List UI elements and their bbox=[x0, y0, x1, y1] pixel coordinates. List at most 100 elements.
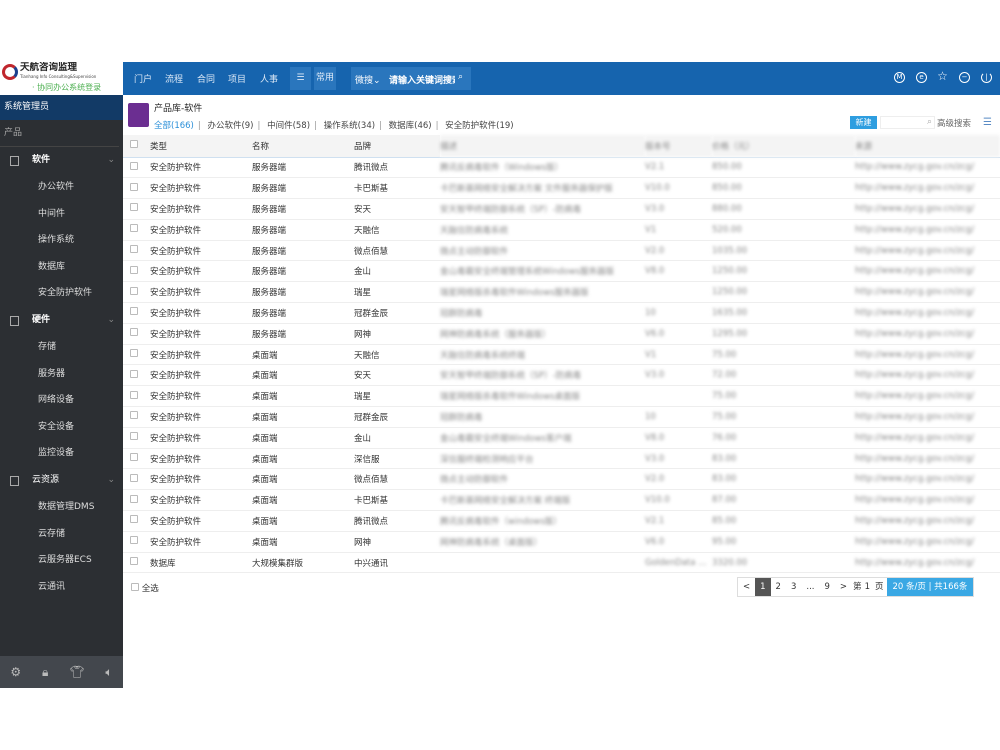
page-2[interactable]: 2 bbox=[775, 582, 781, 592]
nav-hr[interactable]: 人事 bbox=[260, 75, 279, 85]
sidebar-group-cloud[interactable]: 云资源 ⌄ bbox=[0, 467, 123, 494]
row-checkbox[interactable] bbox=[130, 390, 138, 399]
sidebar-item[interactable]: 中间件 bbox=[38, 208, 66, 219]
row-checkbox[interactable] bbox=[130, 536, 138, 545]
search-icon[interactable]: ⌕ bbox=[458, 72, 464, 82]
search-box[interactable]: 微搜⌄ 请输入关键词搜索 ⌕ bbox=[351, 67, 471, 90]
table-search-input[interactable]: ⌕ bbox=[880, 116, 935, 129]
row-checkbox[interactable] bbox=[130, 411, 138, 420]
filter-all[interactable]: 全部(166) bbox=[154, 121, 194, 131]
table-row[interactable]: 安全防护软件 服务器端 卡巴斯基 卡巴斯基网络安全解决方案 文件服务器保护版 V10.0… bbox=[123, 177, 1000, 200]
table-row[interactable]: 安全防护软件 桌面端 卡巴斯基 卡巴斯基网络安全解决方案 终端版 V10.0 87.00 h… bbox=[123, 489, 1000, 512]
more-icon[interactable]: − bbox=[959, 72, 970, 83]
table-row[interactable]: 安全防护软件 桌面端 冠群金辰 冠群防病毒 10 75.00 http://www.zycg… bbox=[123, 406, 1000, 428]
table-row[interactable]: 安全防护软件 桌面端 安天 安天智甲终端防御系统（SP）-防病毒 V3.0 72.00 ht… bbox=[123, 364, 1000, 387]
page-1[interactable]: 1 bbox=[755, 578, 771, 596]
sidebar-item[interactable]: 云通讯 bbox=[38, 581, 66, 592]
goto-page-input[interactable]: 1 bbox=[864, 582, 870, 592]
prev-page-button[interactable]: < bbox=[743, 582, 751, 592]
table-row[interactable]: 安全防护软件 服务器端 瑞星 瑞星网络版杀毒软件Windows服务器版 1250.00 h… bbox=[123, 281, 1000, 304]
header-checkbox[interactable] bbox=[130, 140, 138, 149]
table-row[interactable]: 安全防护软件 桌面端 深信服 深信服终端检测响应平台 V3.0 83.00 http://w… bbox=[123, 448, 1000, 470]
sidebar-item[interactable]: 数据管理DMS bbox=[38, 501, 95, 512]
search-input[interactable]: 请输入关键词搜索 bbox=[389, 76, 455, 86]
table-row[interactable]: 安全防护软件 桌面端 腾讯微点 腾讯反病毒软件（windows版） V2.1 85.00 h… bbox=[123, 510, 1000, 532]
nav-portal[interactable]: 门户 bbox=[134, 75, 153, 85]
search-icon[interactable]: ⌕ bbox=[926, 117, 932, 127]
sidebar-item[interactable]: 云服务器ECS bbox=[38, 555, 92, 566]
table-row[interactable]: 安全防护软件 服务器端 网神 网神防病毒系统（服务器版） V6.0 1295.00 http… bbox=[123, 323, 1000, 345]
sidebar-group-software[interactable]: 软件 ⌄ bbox=[0, 147, 123, 174]
power-icon[interactable]: | bbox=[981, 72, 992, 83]
sidebar-item[interactable]: 操作系统 bbox=[38, 235, 75, 246]
row-checkbox[interactable] bbox=[130, 369, 138, 378]
star-icon[interactable]: ☆ bbox=[937, 69, 948, 83]
col-source[interactable]: 来源 bbox=[855, 135, 1000, 158]
row-checkbox[interactable] bbox=[130, 203, 138, 212]
sidebar-item[interactable]: 监控设备 bbox=[38, 448, 75, 459]
table-row[interactable]: 安全防护软件 服务器端 安天 安天智甲终端防御系统（SP）-防病毒 V3.0 880.00… bbox=[123, 198, 1000, 220]
page-size-summary[interactable]: 20 条/页 | 共166条 bbox=[886, 578, 974, 596]
row-checkbox[interactable] bbox=[130, 349, 138, 358]
chat-icon[interactable]: e bbox=[916, 72, 927, 83]
table-row[interactable]: 安全防护软件 服务器端 微点佰慧 微点主动防御软件 V2.0 1035.00 http://… bbox=[123, 240, 1000, 262]
next-page-button[interactable]: > bbox=[839, 582, 848, 592]
row-checkbox[interactable] bbox=[130, 265, 138, 274]
table-row[interactable]: 安全防护软件 服务器端 金山 金山毒霸安全终端管理系统Windows服务器版 V8.0 1… bbox=[123, 260, 1000, 283]
nav-project[interactable]: 项目 bbox=[228, 75, 247, 85]
row-checkbox[interactable] bbox=[130, 245, 138, 254]
col-price[interactable]: 价格（元） bbox=[712, 135, 855, 158]
table-row[interactable]: 安全防护软件 服务器端 天融信 天融信防病毒系统 V1 520.00 http://www.… bbox=[123, 219, 1000, 241]
m-circle-icon[interactable]: M bbox=[894, 72, 905, 83]
col-brand[interactable]: 品牌 bbox=[354, 135, 440, 158]
sidebar-item[interactable]: 网络设备 bbox=[38, 395, 75, 406]
table-row[interactable]: 安全防护软件 服务器端 腾讯微点 腾讯反病毒软件（Windows版） V2.1 850.0… bbox=[123, 157, 1000, 179]
col-version[interactable]: 版本号 bbox=[645, 135, 712, 158]
table-row[interactable]: 安全防护软件 桌面端 天融信 天融信防病毒系统终端 V1 75.00 http://www.… bbox=[123, 344, 1000, 366]
row-checkbox[interactable] bbox=[130, 161, 138, 170]
row-checkbox[interactable] bbox=[130, 286, 138, 295]
row-checkbox[interactable] bbox=[130, 473, 138, 482]
speaker-icon[interactable]: 🔈︎ bbox=[105, 664, 113, 679]
row-checkbox[interactable] bbox=[130, 328, 138, 337]
col-type[interactable]: 类型 bbox=[150, 135, 252, 158]
sidebar-item[interactable]: 服务器 bbox=[38, 368, 66, 379]
row-checkbox[interactable] bbox=[130, 515, 138, 524]
sidebar-group-hardware[interactable]: 硬件 ⌄ bbox=[0, 307, 123, 334]
sidebar-item[interactable]: 安全设备 bbox=[38, 421, 75, 432]
row-checkbox[interactable] bbox=[130, 182, 138, 191]
select-all[interactable]: 全选 bbox=[131, 582, 159, 594]
row-checkbox[interactable] bbox=[130, 432, 138, 441]
select-all-checkbox[interactable] bbox=[131, 583, 139, 591]
sidebar-item[interactable]: 存储 bbox=[38, 341, 57, 352]
table-row[interactable]: 数据库 大规模集群版 中兴通讯 GoldenData v... 3320.00 http:… bbox=[123, 552, 1000, 574]
table-row[interactable]: 安全防护软件 桌面端 金山 金山毒霸安全终端Windows客户端 V8.0 76.00 ht… bbox=[123, 427, 1000, 449]
advanced-search-button[interactable]: 高级搜索 bbox=[937, 119, 972, 129]
table-row[interactable]: 安全防护软件 桌面端 网神 网神防病毒系统（桌面版） V6.0 95.00 http://w… bbox=[123, 531, 1000, 553]
menu-icon[interactable]: ☰ bbox=[290, 67, 311, 90]
current-user[interactable]: 系统管理员 bbox=[0, 95, 123, 120]
filter-office[interactable]: 办公软件(9) bbox=[207, 121, 254, 131]
row-checkbox[interactable] bbox=[130, 494, 138, 503]
sidebar-item[interactable]: 云存储 bbox=[38, 528, 66, 539]
row-checkbox[interactable] bbox=[130, 224, 138, 233]
row-checkbox[interactable] bbox=[130, 557, 138, 566]
gear-icon[interactable]: ⚙ bbox=[10, 665, 22, 679]
list-view-icon[interactable]: ☰ bbox=[983, 117, 992, 128]
sidebar-item[interactable]: 安全防护软件 bbox=[38, 288, 93, 299]
nav-common[interactable]: 常用 bbox=[314, 67, 336, 90]
filter-middleware[interactable]: 中间件(58) bbox=[267, 121, 311, 131]
col-desc[interactable]: 描述 bbox=[440, 135, 645, 158]
col-name[interactable]: 名称 bbox=[252, 135, 354, 158]
filter-database[interactable]: 数据库(46) bbox=[388, 121, 432, 131]
table-row[interactable]: 安全防护软件 服务器端 冠群金辰 冠群防病毒 10 1635.00 http://www.z… bbox=[123, 302, 1000, 324]
shirt-icon[interactable]: 👕︎ bbox=[69, 665, 85, 679]
table-row[interactable]: 安全防护软件 桌面端 瑞星 瑞星网络版杀毒软件Windows桌面版 75.00 http:… bbox=[123, 385, 1000, 408]
filter-security[interactable]: 安全防护软件(19) bbox=[445, 121, 514, 131]
new-button[interactable]: 新建 bbox=[850, 116, 877, 129]
search-scope-select[interactable]: 微搜⌄ bbox=[355, 76, 381, 86]
page-3[interactable]: 3 bbox=[790, 582, 797, 592]
nav-flow[interactable]: 流程 bbox=[165, 75, 184, 85]
filter-os[interactable]: 操作系统(34) bbox=[323, 121, 376, 131]
lock-icon[interactable]: 🔒︎ bbox=[42, 664, 49, 679]
